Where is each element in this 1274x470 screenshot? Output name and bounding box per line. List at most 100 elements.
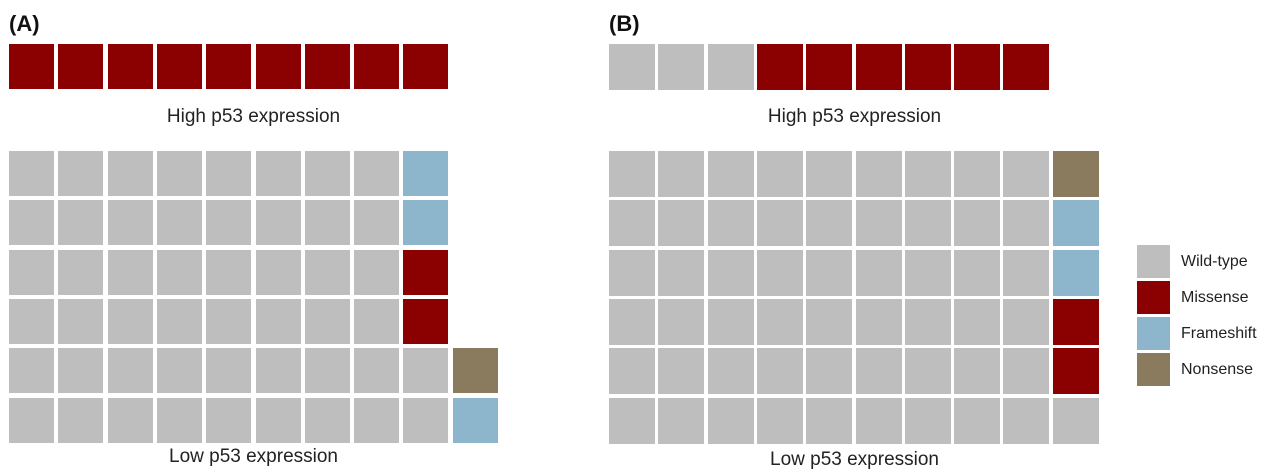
waffle-cell-wild-type [108,151,153,196]
waffle-cell-wild-type [708,151,754,197]
legend-label-nonsense: Nonsense [1181,361,1254,378]
waffle-cell-wild-type [954,348,1000,394]
waffle-cell-wild-type [658,44,704,90]
waffle-cell-wild-type [9,398,54,443]
waffle-cell-wild-type [9,299,54,344]
waffle-cell-missense [806,44,852,90]
waffle-cell-wild-type [954,299,1000,345]
panel-b-label: (B) [609,11,640,36]
waffle-cell-wild-type [658,398,704,444]
waffle-cell-frameshift [1053,250,1099,296]
waffle-cell-wild-type [9,151,54,196]
waffle-cell-wild-type [609,348,655,394]
waffle-cell-wild-type [658,151,704,197]
legend-swatch-frameshift [1137,317,1170,350]
waffle-cell-wild-type [305,299,350,344]
waffle-cell-wild-type [305,348,350,393]
waffle-cell-wild-type [757,151,803,197]
waffle-cell-wild-type [856,200,902,246]
waffle-cell-wild-type [905,348,951,394]
waffle-cell-missense [305,44,350,89]
waffle-cell-wild-type [108,250,153,295]
waffle-cell-wild-type [354,200,399,245]
waffle-cell-wild-type [609,250,655,296]
waffle-cell-wild-type [905,299,951,345]
waffle-cell-wild-type [609,398,655,444]
legend-label-wild-type: Wild-type [1181,253,1248,270]
waffle-cell-wild-type [806,151,852,197]
waffle-cell-wild-type [403,348,448,393]
waffle-cell-wild-type [1003,250,1049,296]
waffle-cell-wild-type [757,250,803,296]
waffle-cell-wild-type [157,398,202,443]
waffle-cell-wild-type [954,398,1000,444]
waffle-cell-frameshift [403,151,448,196]
waffle-cell-wild-type [108,348,153,393]
waffle-cell-missense [206,44,251,89]
waffle-cell-wild-type [58,200,103,245]
waffle-cell-nonsense [1053,151,1099,197]
waffle-cell-wild-type [1003,299,1049,345]
legend-swatch-wild-type [1137,245,1170,278]
waffle-cell-wild-type [806,299,852,345]
waffle-cell-missense [1003,44,1049,90]
waffle-cell-wild-type [708,250,754,296]
panel-a-high-caption: High p53 expression [166,106,341,127]
waffle-cell-wild-type [9,348,54,393]
waffle-cell-nonsense [453,348,498,393]
waffle-cell-missense [403,299,448,344]
panel-a-label: (A) [9,11,40,36]
waffle-cell-wild-type [1053,398,1099,444]
legend-label-frameshift: Frameshift [1181,325,1257,342]
waffle-cell-missense [856,44,902,90]
waffle-cell-wild-type [806,200,852,246]
waffle-cell-wild-type [305,398,350,443]
waffle-cell-wild-type [856,151,902,197]
waffle-cell-missense [1053,299,1099,345]
waffle-cell-wild-type [206,151,251,196]
legend-swatch-missense [1137,281,1170,314]
waffle-cell-missense [757,44,803,90]
waffle-cell-wild-type [609,151,655,197]
waffle-cell-wild-type [354,250,399,295]
waffle-cell-wild-type [157,250,202,295]
waffle-cell-frameshift [453,398,498,443]
waffle-cell-wild-type [9,250,54,295]
waffle-cell-missense [58,44,103,89]
waffle-cell-wild-type [905,151,951,197]
waffle-cell-wild-type [403,398,448,443]
waffle-cell-wild-type [256,250,301,295]
waffle-cell-wild-type [954,200,1000,246]
waffle-cell-missense [905,44,951,90]
waffle-cell-wild-type [58,250,103,295]
legend-label-missense: Missense [1181,289,1249,306]
waffle-cell-wild-type [708,44,754,90]
waffle-cell-wild-type [708,398,754,444]
waffle-cell-wild-type [206,398,251,443]
waffle-cell-wild-type [757,200,803,246]
waffle-cell-wild-type [354,398,399,443]
waffle-cell-wild-type [954,151,1000,197]
waffle-cell-wild-type [354,299,399,344]
waffle-cell-missense [403,250,448,295]
panel-b-high-caption: High p53 expression [767,106,942,127]
waffle-cell-wild-type [1003,151,1049,197]
waffle-cell-wild-type [256,299,301,344]
waffle-cell-wild-type [58,151,103,196]
waffle-cell-wild-type [206,200,251,245]
waffle-cell-wild-type [658,299,704,345]
waffle-cell-wild-type [905,250,951,296]
waffle-cell-wild-type [157,200,202,245]
waffle-cell-wild-type [256,200,301,245]
waffle-cell-wild-type [157,299,202,344]
waffle-cell-wild-type [256,348,301,393]
waffle-cell-wild-type [206,250,251,295]
waffle-cell-missense [954,44,1000,90]
waffle-cell-wild-type [58,398,103,443]
waffle-cell-missense [157,44,202,89]
waffle-cell-wild-type [1003,348,1049,394]
waffle-cell-wild-type [609,299,655,345]
waffle-cell-missense [1053,348,1099,394]
waffle-cell-missense [9,44,54,89]
waffle-cell-wild-type [108,299,153,344]
